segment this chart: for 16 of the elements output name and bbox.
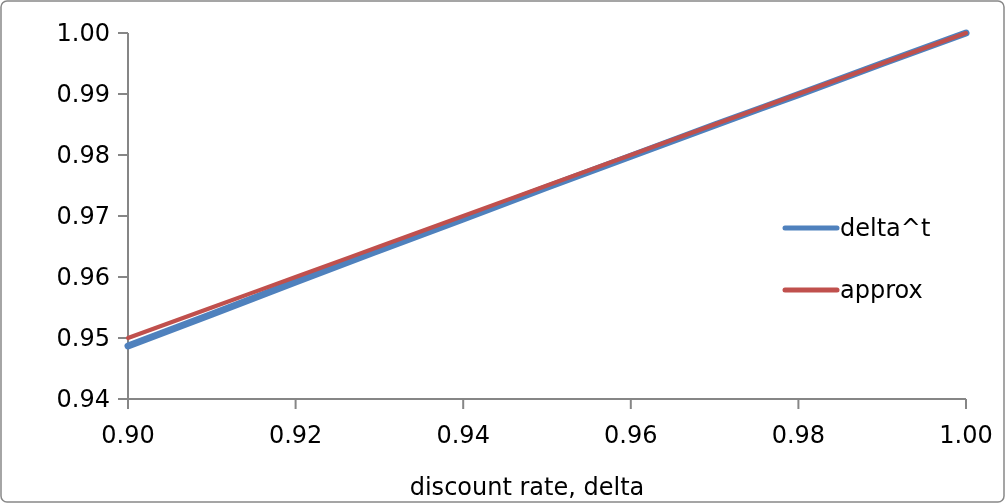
legend-label: approx [840,276,923,305]
legend-label: delta^t [840,214,931,243]
x-tick-label: 0.94 [436,421,490,449]
x-tick-label: 0.90 [101,421,155,449]
y-tick-label: 1.00 [56,19,110,48]
y-tick-label: 0.95 [56,324,110,353]
y-tick-label: 0.94 [56,385,110,414]
x-tick-label: 1.00 [939,421,993,449]
x-tick-label: 0.96 [604,421,658,449]
y-tick-label: 0.98 [56,141,110,170]
x-axis-title: discount rate, delta [409,473,645,501]
y-tick-label: 0.96 [56,263,110,292]
x-tick-label: 0.98 [771,421,826,449]
x-tick-label: 0.92 [268,421,323,449]
y-tick-label: 0.99 [56,80,110,109]
y-tick-label: 0.97 [56,202,110,231]
